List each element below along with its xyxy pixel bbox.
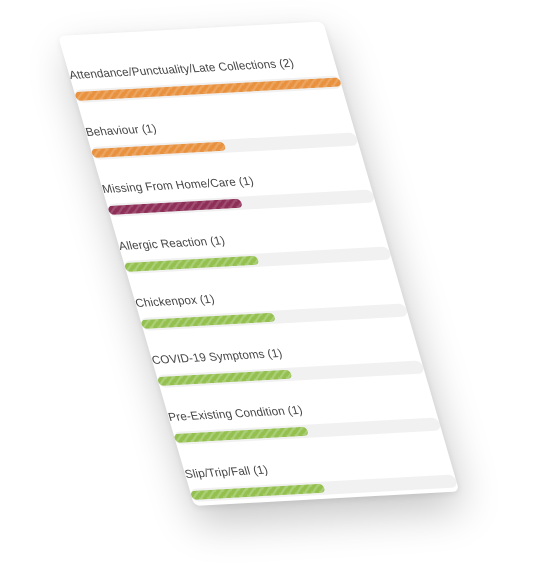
- incident-category-card: Attendance/Punctuality/Late Collections …: [58, 21, 460, 507]
- category-label: Attendance/Punctuality/Late Collections …: [67, 57, 296, 82]
- category-bar-fill: [156, 369, 293, 386]
- category-label: Slip/Trip/Fall (1): [183, 464, 270, 481]
- category-bar-fill: [189, 483, 326, 500]
- category-row: Missing From Home/Care (1): [101, 169, 381, 234]
- category-row: Allergic Reaction (1): [117, 226, 397, 291]
- category-row: Slip/Trip/Fall (1): [184, 454, 464, 519]
- category-bar-fill: [140, 312, 276, 329]
- category-label: Chickenpox (1): [133, 293, 217, 310]
- category-bar-fill: [107, 198, 243, 215]
- category-row: Pre-Existing Condition (1): [167, 397, 447, 462]
- category-bar-fill: [173, 426, 310, 443]
- category-label: Allergic Reaction (1): [117, 235, 227, 253]
- category-row: COVID-19 Symptoms (1): [151, 340, 431, 405]
- category-bar-fill: [74, 77, 342, 101]
- category-label: Behaviour (1): [84, 123, 159, 139]
- category-bar-fill: [123, 255, 260, 272]
- category-row: Attendance/Punctuality/Late Collections …: [68, 55, 348, 120]
- category-row: Behaviour (1): [84, 112, 364, 177]
- category-label: Pre-Existing Condition (1): [167, 404, 305, 424]
- category-label: COVID-19 Symptoms (1): [150, 347, 284, 367]
- category-label: Missing From Home/Care (1): [100, 175, 256, 196]
- category-bar-fill: [90, 141, 227, 158]
- category-row: Chickenpox (1): [134, 283, 414, 348]
- category-list: Attendance/Punctuality/Late Collections …: [68, 55, 459, 502]
